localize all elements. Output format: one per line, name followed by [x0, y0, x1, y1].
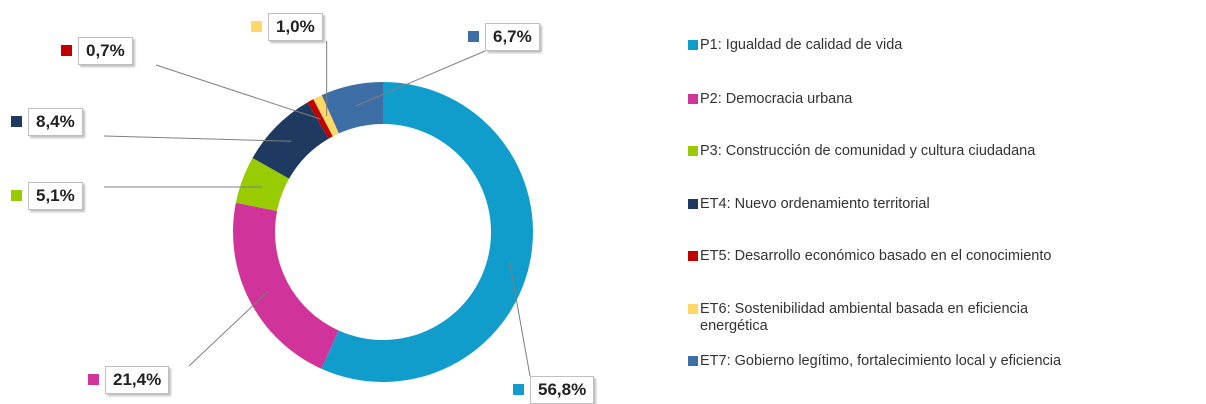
donut-segment — [232, 202, 339, 369]
legend-swatch — [688, 199, 698, 209]
donut-segment — [252, 102, 329, 179]
legend-label: ET7: Gobierno legítimo, fortalecimiento … — [700, 353, 1062, 369]
legend-item: ET6: Sostenibilidad ambiental basada en … — [688, 301, 1050, 335]
leader-line — [155, 64, 321, 120]
value-label-marker — [468, 31, 479, 42]
leader-line — [508, 259, 531, 377]
legend-label: ET6: Sostenibilidad ambiental basada en … — [700, 301, 1029, 334]
value-label: 8,4% — [28, 108, 83, 136]
donut-segment — [321, 82, 533, 382]
legend-label: P1: Igualdad de calidad de vida — [700, 37, 903, 53]
donut-segment — [235, 157, 290, 211]
legend-swatch — [688, 94, 698, 104]
legend-item: ET5: Desarrollo económico basado en el c… — [688, 248, 1206, 265]
leader-lines — [103, 41, 531, 377]
legend-item: ET7: Gobierno legítimo, fortalecimiento … — [688, 353, 1206, 370]
legend-swatch — [688, 251, 698, 261]
legend-item: P3: Construcción de comunidad y cultura … — [688, 143, 1206, 160]
value-label: 56,8% — [530, 376, 595, 404]
value-label: 0,7% — [78, 37, 133, 65]
leader-line — [103, 135, 292, 142]
donut-segment — [321, 82, 383, 134]
legend-swatch — [688, 40, 698, 50]
value-label: 21,4% — [105, 366, 170, 394]
value-label-marker — [11, 116, 22, 127]
value-label-marker — [88, 374, 99, 385]
legend-swatch — [688, 356, 698, 366]
legend-item: P2: Democracia urbana — [688, 91, 1206, 108]
legend-label: ET4: Nuevo ordenamiento territorial — [700, 196, 930, 212]
value-label-marker — [513, 384, 524, 395]
value-label: 1,0% — [268, 13, 323, 41]
legend-label: ET5: Desarrollo económico basado en el c… — [700, 248, 1052, 264]
value-label: 5,1% — [28, 182, 83, 210]
legend-label: P2: Democracia urbana — [700, 91, 853, 107]
value-label-marker — [251, 21, 262, 32]
value-label: 6,7% — [485, 23, 540, 51]
legend-swatch — [688, 304, 698, 314]
legend-item: ET4: Nuevo ordenamiento territorial — [688, 196, 1206, 213]
leader-line — [188, 290, 269, 367]
value-label-marker — [61, 45, 72, 56]
legend-swatch — [688, 146, 698, 156]
segments — [232, 82, 533, 382]
value-label-marker — [11, 190, 22, 201]
legend-label: P3: Construcción de comunidad y cultura … — [700, 143, 1036, 159]
donut-segment — [313, 95, 339, 137]
leader-line — [355, 50, 486, 107]
legend-item: P1: Igualdad de calidad de vida — [688, 37, 1206, 54]
